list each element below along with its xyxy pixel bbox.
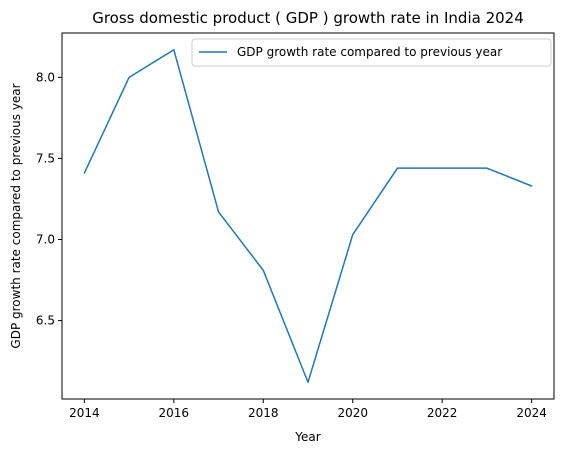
legend: GDP growth rate compared to previous yea… <box>191 38 552 67</box>
x-tick-label: 2024 <box>516 406 547 420</box>
plot-area-frame <box>61 32 555 400</box>
x-tick-label: 2014 <box>69 406 100 420</box>
legend-entry-label: GDP growth rate compared to previous yea… <box>237 45 502 59</box>
x-tick-label: 2020 <box>337 406 368 420</box>
x-axis-ticks: 2014 2016 2018 2020 2022 2024 <box>69 399 547 420</box>
legend-box <box>191 38 552 67</box>
y-axis-ticks: 6.5 7.0 7.5 8.0 <box>36 70 62 328</box>
y-tick-label: 7.0 <box>36 233 55 247</box>
y-tick-label: 7.5 <box>36 151 55 165</box>
x-tick-label: 2016 <box>159 406 190 420</box>
x-axis-label: Year <box>294 430 320 444</box>
chart-title: Gross domestic product ( GDP ) growth ra… <box>92 9 524 27</box>
y-axis-label: GDP growth rate compared to previous yea… <box>9 83 23 348</box>
series-layer <box>83 49 533 383</box>
x-tick-label: 2018 <box>248 406 279 420</box>
series-line <box>83 49 533 383</box>
y-tick-label: 6.5 <box>36 314 55 328</box>
x-tick-label: 2022 <box>427 406 458 420</box>
y-tick-label: 8.0 <box>36 70 55 84</box>
